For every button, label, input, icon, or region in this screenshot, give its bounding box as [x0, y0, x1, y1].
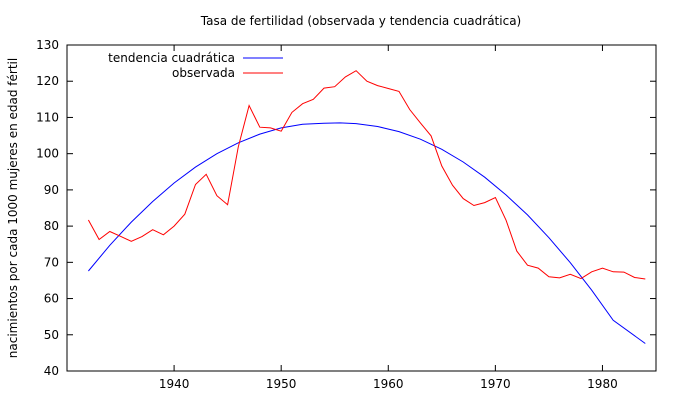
series-layer: [87, 70, 646, 344]
series-line-2: [87, 70, 646, 280]
legend-label-2: observada: [172, 66, 235, 80]
chart-title: Tasa de fertilidad (observada y tendenci…: [200, 14, 521, 28]
x-tick-label: 1980: [587, 377, 618, 391]
x-tick-label: 1960: [373, 377, 404, 391]
axis-ticks: 40 50 60 70 80 90 100 110 120 130 1940 1950 1960 1970…: [36, 38, 656, 391]
x-tick-label: 1970: [480, 377, 511, 391]
y-tick-label: 40: [44, 364, 59, 378]
y-tick-label: 110: [36, 110, 59, 124]
y-tick-label: 50: [44, 328, 59, 342]
y-tick-label: 130: [36, 38, 59, 52]
y-tick-label: 60: [44, 292, 59, 306]
legend-label-1: tendencia cuadrática: [108, 51, 235, 65]
x-tick-label: 1950: [266, 377, 297, 391]
y-tick-label: 120: [36, 74, 59, 88]
series-line-1: [88, 122, 646, 344]
y-tick-label: 90: [44, 183, 59, 197]
plot-frame: [66, 44, 657, 372]
y-tick-label: 80: [44, 219, 59, 233]
x-tick-label: 1940: [159, 377, 190, 391]
y-axis-label: nacimientos por cada 1000 mujeres en eda…: [6, 58, 20, 358]
y-tick-label: 70: [44, 255, 59, 269]
y-tick-label: 100: [36, 147, 59, 161]
